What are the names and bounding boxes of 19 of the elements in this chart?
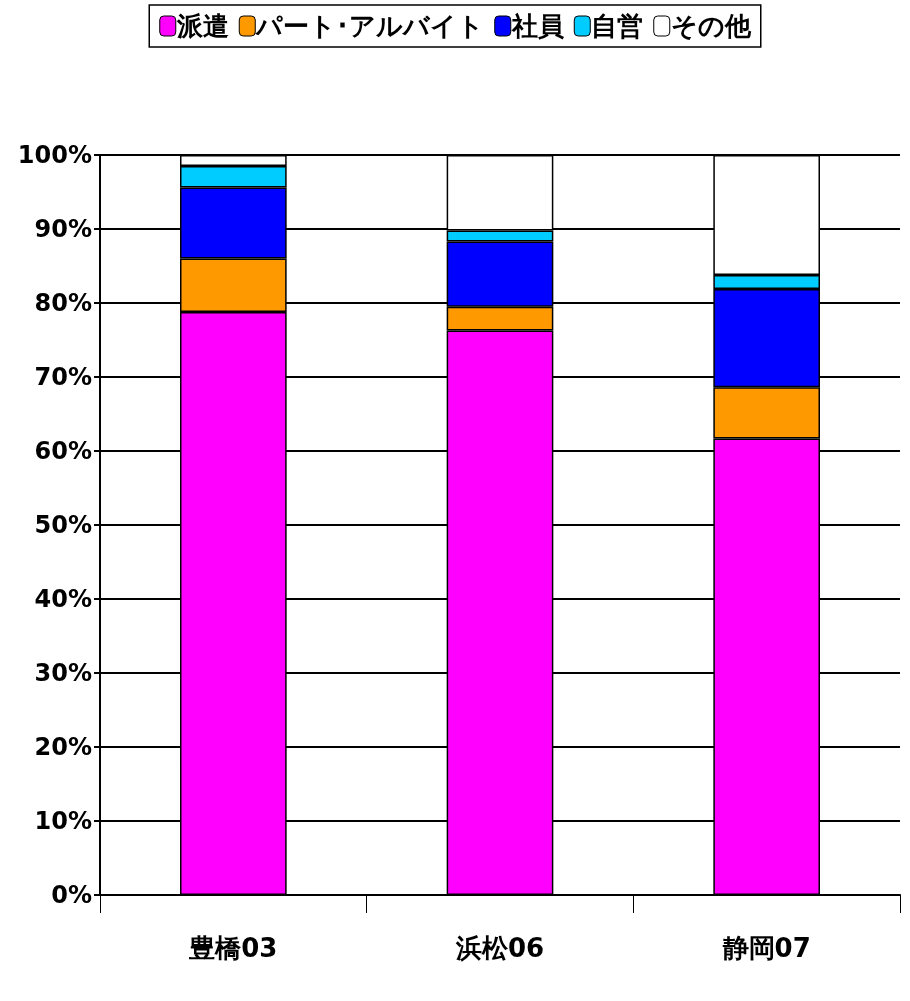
x-tick-label: 静岡07 <box>721 933 811 963</box>
legend-label: パート･アルバイト <box>254 11 485 41</box>
y-tick-label: 40% <box>34 585 92 613</box>
x-tick-label: 浜松06 <box>454 933 545 963</box>
legend-label: 社員 <box>510 11 564 41</box>
y-tick-label: 80% <box>34 289 92 317</box>
legend-label: 派遣 <box>175 11 229 41</box>
y-tick-label: 70% <box>34 363 92 391</box>
legend-label: 自営 <box>591 11 644 41</box>
y-tick-label: 50% <box>34 511 92 539</box>
y-tick-label: 60% <box>34 437 92 465</box>
y-tick-label: 0% <box>51 881 92 909</box>
x-tick-label: 豊橋03 <box>188 933 278 963</box>
y-tick-label: 90% <box>34 215 92 243</box>
y-tick-label: 30% <box>34 659 92 687</box>
y-tick-label: 10% <box>34 807 92 835</box>
y-tick-label: 100% <box>17 141 92 169</box>
y-tick-label: 20% <box>34 733 92 761</box>
legend-label: その他 <box>670 11 752 41</box>
